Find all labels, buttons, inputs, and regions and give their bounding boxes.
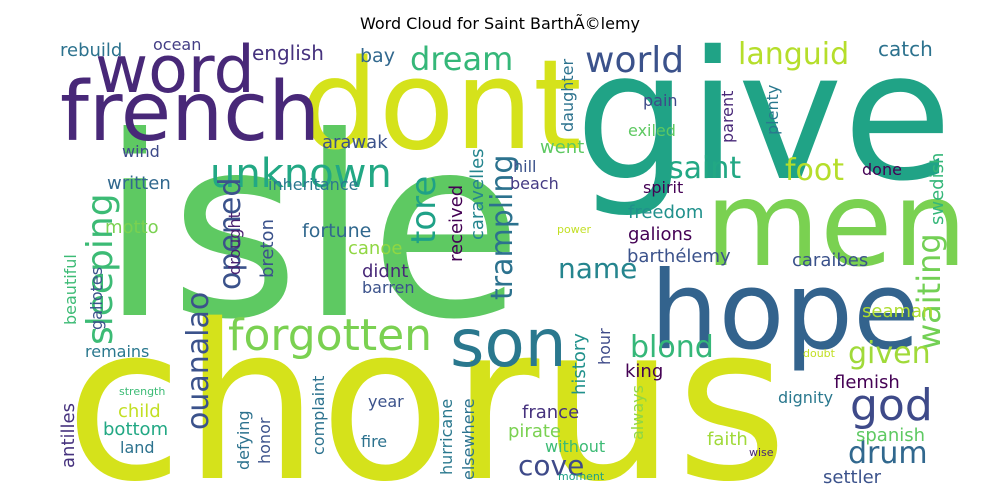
- word-wind: wind: [122, 142, 160, 161]
- word-name: name: [558, 252, 637, 285]
- word-year: year: [368, 392, 404, 411]
- word-land: land: [120, 438, 155, 457]
- word-spirit: spirit: [643, 178, 683, 197]
- word-parent: parent: [718, 91, 737, 143]
- word-flemish: flemish: [834, 372, 900, 393]
- word-beach: beach: [510, 174, 559, 193]
- word-inheritance: inheritance: [268, 175, 358, 194]
- word-freedom: freedom: [628, 202, 703, 223]
- word-received: received: [446, 185, 467, 262]
- word-drum: drum: [848, 436, 928, 471]
- word-galiotes: galiotes: [87, 267, 106, 330]
- word-sleeping: sleeping: [80, 193, 121, 345]
- word-god: god: [850, 380, 933, 431]
- word-wise: wise: [749, 446, 774, 459]
- word-faith: faith: [707, 429, 748, 450]
- word-son: son: [450, 305, 567, 382]
- word-strength: strength: [119, 385, 165, 398]
- word-swedish: swedish: [927, 153, 948, 225]
- word-didnt: didnt: [362, 261, 408, 282]
- word-hurricane: hurricane: [437, 399, 456, 475]
- word-barth-lemy: barthélemy: [627, 246, 731, 267]
- word-remains: remains: [85, 342, 149, 361]
- word-arawak: arawak: [322, 132, 388, 153]
- word-honor: honor: [255, 417, 274, 464]
- word-canoe: canoe: [348, 238, 402, 259]
- word-without: without: [545, 437, 605, 456]
- word-pain: pain: [643, 91, 678, 110]
- word-men: men: [705, 155, 967, 293]
- word-saint: saint: [668, 151, 741, 186]
- word-done: done: [862, 160, 902, 179]
- word-seaman: seaman: [862, 301, 933, 322]
- word-written: written: [107, 173, 171, 194]
- word-went: went: [540, 137, 584, 158]
- word-world: world: [585, 40, 684, 81]
- word-opened: opened: [213, 178, 248, 290]
- word-forgotten: forgotten: [228, 310, 432, 361]
- word-drought: drought: [225, 212, 244, 275]
- word-bay: bay: [360, 45, 395, 67]
- word-france: france: [522, 402, 579, 423]
- word-blond: blond: [630, 330, 714, 365]
- word-elsewhere: elsewhere: [459, 398, 478, 480]
- word-exiled: exiled: [628, 121, 676, 140]
- word-complaint: complaint: [309, 376, 328, 455]
- word-pirate: pirate: [508, 421, 561, 442]
- word-settler: settler: [823, 467, 882, 488]
- word-english: english: [252, 41, 324, 65]
- word-king: king: [625, 361, 663, 382]
- word-motto: motto: [105, 217, 159, 238]
- word-rebuild: rebuild: [60, 40, 122, 61]
- word-fire: fire: [361, 432, 387, 451]
- word-hope: hope: [650, 249, 920, 374]
- word-spanish: spanish: [856, 425, 925, 446]
- word-antilles: antilles: [58, 403, 79, 468]
- word-child: child: [118, 401, 161, 422]
- word-french: french: [60, 65, 320, 160]
- word-always: always: [628, 385, 647, 440]
- word-unknown: unknown: [210, 151, 392, 197]
- word-doubt: doubt: [803, 347, 836, 360]
- word-barren: barren: [362, 278, 414, 297]
- word-dignity: dignity: [778, 388, 833, 407]
- word-ocean: ocean: [153, 35, 201, 54]
- word-galions: galions: [628, 224, 692, 245]
- word-give: give: [575, 13, 952, 220]
- word-cove: cove: [518, 449, 584, 482]
- word-fortune: fortune: [302, 220, 371, 242]
- word-trampling: trampling: [485, 155, 520, 300]
- word-tore: tore: [404, 176, 444, 244]
- word-dont: dont: [300, 34, 582, 178]
- word-breton: breton: [257, 219, 278, 278]
- word-foot: foot: [785, 153, 844, 188]
- word-given: given: [848, 336, 931, 371]
- word-caraibes: caraibes: [792, 250, 868, 271]
- word-dream: dream: [410, 40, 513, 78]
- word-hill: hill: [513, 157, 536, 176]
- word-ouanalao: ouanalao: [181, 292, 216, 430]
- word-beautiful: beautiful: [61, 254, 80, 325]
- word-word: word: [95, 33, 255, 108]
- word-waiting: waiting: [910, 233, 948, 350]
- chart-title: Word Cloud for Saint BarthÃ©lemy: [359, 14, 641, 33]
- word-chorus: chorus: [65, 278, 788, 500]
- word-moment: moment: [558, 470, 605, 483]
- word-isle: isle: [100, 83, 523, 374]
- word-languid: languid: [738, 37, 849, 72]
- word-bottom: bottom: [103, 419, 168, 440]
- word-plenty: plenty: [763, 85, 782, 135]
- word-catch: catch: [878, 37, 933, 61]
- word-defying: defying: [234, 410, 253, 470]
- word-daughter: daughter: [558, 58, 577, 132]
- word-hour: hour: [595, 328, 614, 365]
- word-power: power: [557, 223, 591, 236]
- word-history: history: [569, 333, 590, 395]
- word-caravelles: caravelles: [467, 148, 488, 240]
